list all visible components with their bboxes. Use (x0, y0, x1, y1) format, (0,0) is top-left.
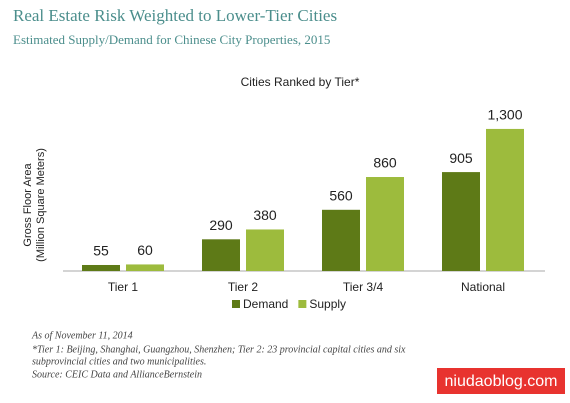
x-tick-label: National (461, 280, 505, 294)
footnote: As of November 11, 2014 (31, 330, 133, 341)
chart-heading: Cities Ranked by Tier* (241, 75, 360, 89)
data-label: 290 (209, 217, 233, 233)
data-label: 60 (137, 242, 153, 258)
x-tick-label: Tier 2 (228, 280, 259, 294)
legend-label: Demand (243, 297, 288, 311)
y-axis-label: Gross Floor Area (22, 163, 34, 247)
x-tick-label: Tier 3/4 (343, 280, 384, 294)
chart-title: Real Estate Risk Weighted to Lower-Tier … (13, 6, 337, 25)
bar (82, 264, 120, 271)
bar (366, 177, 404, 271)
bar (442, 172, 480, 271)
footnote: *Tier 1: Beijing, Shanghai, Guangzhou, S… (32, 344, 406, 355)
legend-swatch (232, 300, 240, 308)
data-label: 560 (329, 188, 353, 204)
watermark-box (437, 368, 565, 394)
data-label: 55 (93, 243, 109, 259)
footnote: subprovincial cities and two municipalit… (32, 356, 206, 367)
bar (486, 128, 524, 271)
chart-subtitle: Estimated Supply/Demand for Chinese City… (13, 32, 330, 47)
legend-swatch (298, 300, 307, 308)
data-label: 905 (449, 150, 473, 166)
x-tick-label: Tier 1 (108, 280, 139, 294)
footnote: Source: CEIC Data and AllianceBernstein (32, 369, 202, 380)
data-label: 1,300 (487, 107, 522, 123)
bar (246, 229, 284, 271)
data-label: 860 (373, 155, 397, 171)
data-label: 380 (253, 207, 277, 223)
legend-label: Supply (309, 297, 346, 311)
y-axis-label: (Million Square Meters) (35, 148, 47, 262)
watermark: niudaoblog.com (445, 373, 558, 390)
bar (126, 264, 164, 271)
bar (202, 239, 240, 271)
bar (322, 209, 360, 271)
